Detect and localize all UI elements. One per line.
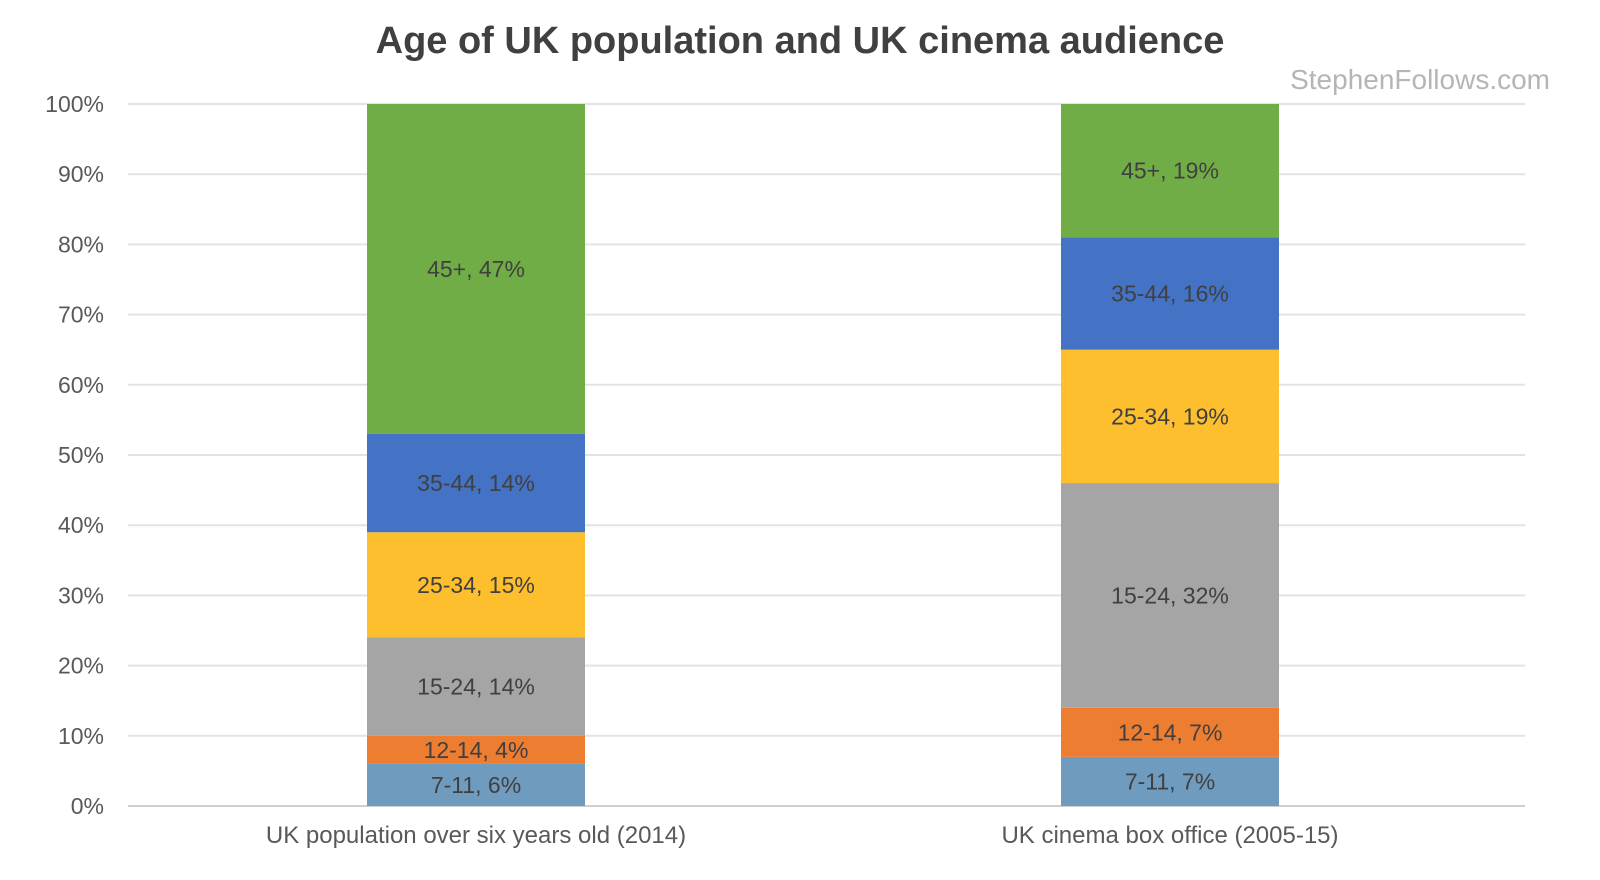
data-label: 25-34, 19% [1111, 403, 1229, 429]
data-label: 45+, 19% [1121, 158, 1219, 184]
y-tick-label: 0% [71, 793, 104, 819]
data-labels-layer: 7-11, 6% 12-14, 4% 15-24, 14% 25-34, 15% 35-… [417, 158, 1229, 798]
bar-segment [367, 735, 585, 764]
x-tick-label: UK cinema box office (2005-15) [1001, 822, 1338, 849]
y-axis-ticks: 0% 10% 20% 30% 40% 50% 60% 70% 80% 90% 100% [45, 91, 104, 819]
watermark: StephenFollows.com [1290, 64, 1550, 95]
bar-segment [1061, 237, 1279, 350]
x-tick-label: UK population over six years old (2014) [266, 822, 686, 849]
data-label: 25-34, 15% [417, 572, 535, 598]
data-label: 7-11, 7% [1125, 768, 1215, 794]
x-axis-ticks: UK population over six years old (2014) U… [266, 822, 1339, 849]
y-tick-label: 50% [58, 442, 104, 468]
y-tick-label: 90% [58, 161, 104, 187]
data-label: 15-24, 32% [1111, 582, 1229, 608]
y-tick-label: 10% [58, 723, 104, 749]
data-label: 15-24, 14% [417, 674, 535, 700]
y-tick-label: 60% [58, 372, 104, 398]
y-tick-label: 100% [45, 91, 104, 117]
bar-segment [367, 532, 585, 638]
grid-layer [128, 103, 1525, 807]
y-tick-label: 40% [58, 512, 104, 538]
bar-segment [1061, 104, 1279, 238]
bar-segment [367, 433, 585, 533]
y-tick-label: 30% [58, 582, 104, 608]
bar-segment [367, 104, 585, 434]
bar-segment [367, 637, 585, 736]
bar-segment [367, 763, 585, 806]
data-label: 35-44, 16% [1111, 281, 1229, 307]
data-label: 7-11, 6% [431, 772, 521, 798]
chart-title: Age of UK population and UK cinema audie… [375, 20, 1225, 62]
data-label: 12-14, 7% [1118, 719, 1223, 745]
bar-segment [1061, 349, 1279, 484]
data-label: 35-44, 14% [417, 470, 535, 496]
bar-segment [1061, 756, 1279, 806]
bar-segment [1061, 483, 1279, 708]
y-tick-label: 20% [58, 653, 104, 679]
y-tick-label: 80% [58, 231, 104, 257]
bars-layer [367, 104, 1279, 806]
data-label: 45+, 47% [427, 256, 525, 282]
data-label: 12-14, 4% [424, 737, 529, 763]
y-tick-label: 70% [58, 302, 104, 328]
bar-segment [1061, 707, 1279, 757]
